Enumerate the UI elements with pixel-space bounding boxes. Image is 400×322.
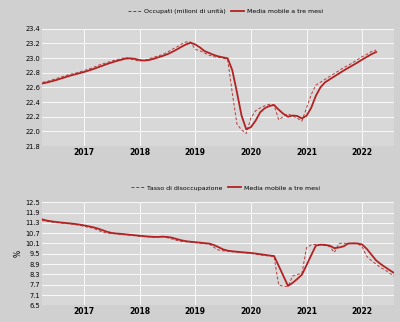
Legend: Tasso di disoccupazione, Media mobile a tre mesi: Tasso di disoccupazione, Media mobile a … <box>128 183 322 193</box>
Y-axis label: %: % <box>14 250 22 257</box>
Legend: Occupati (milioni di unità), Media mobile a tre mesi: Occupati (milioni di unità), Media mobil… <box>125 6 326 17</box>
